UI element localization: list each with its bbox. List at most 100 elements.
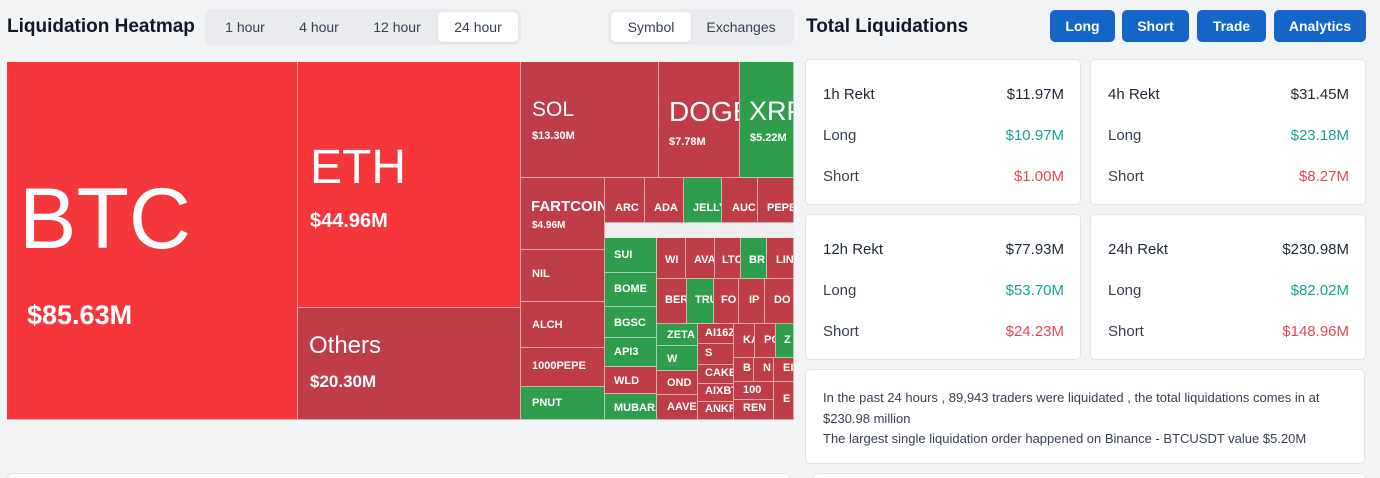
liquidation-heatmap: BTC $85.63M ETH $44.96M Others $20.30M SOL $13.… (7, 62, 794, 420)
heatmap-tile-eth[interactable]: ETH $44.96M (298, 62, 521, 308)
tile-value: $85.63M (27, 300, 133, 330)
heatmap-tile-fartcoin[interactable]: FARTCOIN $4.96M (521, 178, 605, 250)
short-button[interactable]: Short (1122, 10, 1189, 42)
tab-12-hour[interactable]: 12 hour (373, 19, 421, 35)
heatmap-tile-jelly[interactable]: JELLY (684, 178, 722, 223)
view-selector: Symbol Exchanges (608, 9, 794, 45)
heatmap-tile-ada[interactable]: ADA (645, 178, 684, 223)
heatmap-tile-do[interactable]: DO (765, 279, 794, 324)
rekt-card-4h: 4h Rekt $31.45M Long $23.18M Short $8.27M (1090, 59, 1366, 205)
heatmap-tile-sui[interactable]: SUI (605, 238, 657, 273)
tile-symbol: DOGE (669, 96, 739, 127)
tab-symbol[interactable]: Symbol (611, 12, 691, 42)
heatmap-tile-1000pepe[interactable]: 1000PEPE (521, 348, 605, 387)
heatmap-tile-btc[interactable]: BTC $85.63M (7, 62, 298, 420)
tile-symbol: ALCH (532, 319, 563, 331)
analytics-button[interactable]: Analytics (1274, 10, 1366, 42)
tile-symbol: API3 (614, 346, 639, 358)
tile-symbol: S (705, 347, 713, 359)
heatmap-tile-lin[interactable]: LIN (767, 238, 794, 279)
heatmap-tile-doge[interactable]: DOGE $7.78M (659, 62, 740, 178)
heatmap-tile-mubara[interactable]: MUBARA (605, 394, 657, 420)
long-label: Long (1108, 282, 1142, 299)
heatmap-tile-pnut[interactable]: PNUT (521, 387, 605, 420)
tile-value: $7.78M (669, 136, 706, 148)
heatmap-tile-sol[interactable]: SOL $13.30M (521, 62, 659, 178)
heatmap-tile-z[interactable]: Z (776, 324, 794, 358)
rekt-card-12h: 12h Rekt $77.93M Long $53.70M Short $24.23M (805, 214, 1081, 360)
tile-symbol: CAKE (705, 367, 734, 379)
tile-symbol: WI (665, 254, 679, 266)
heatmap-tile-ren[interactable]: REN (734, 400, 774, 420)
heatmap-tile-fo[interactable]: FO (714, 279, 739, 324)
short-value: $148.96M (1282, 323, 1349, 340)
heatmap-tile-tru[interactable]: TRU (687, 279, 714, 324)
heatmap-tile-ond[interactable]: OND (657, 371, 698, 395)
heatmap-tile-100[interactable]: 100 (734, 382, 774, 400)
total-value: $230.98M (1282, 241, 1349, 258)
tile-symbol: DO (774, 294, 791, 306)
tab-24-hour[interactable]: 24 hour (438, 12, 518, 42)
tile-symbol: ETH (310, 141, 406, 194)
heatmap-tile-cake[interactable]: CAKE (698, 365, 734, 384)
heatmap-tile-zeta[interactable]: ZETA (657, 324, 698, 346)
tile-value: $4.96M (532, 220, 566, 231)
heatmap-tile-n[interactable]: N (754, 358, 774, 382)
long-label: Long (1108, 127, 1142, 144)
heatmap-tile-auc[interactable]: AUC (722, 178, 758, 223)
heatmap-tile-b[interactable]: B (734, 358, 754, 382)
tile-symbol: PNUT (532, 397, 562, 409)
heatmap-tile-ava[interactable]: AVA (686, 238, 715, 279)
liquidation-summary: In the past 24 hours , 89,943 traders we… (805, 369, 1365, 464)
total-liquidations-title: Total Liquidations (806, 16, 969, 37)
tile-value: $13.30M (532, 130, 575, 142)
long-value: $53.70M (1005, 282, 1064, 299)
heatmap-tile-w[interactable]: W (657, 346, 698, 371)
heatmap-tile-e[interactable]: E (774, 382, 794, 420)
tile-symbol: ARC (615, 202, 639, 214)
tile-value: $44.96M (310, 210, 388, 232)
trade-button[interactable]: Trade (1197, 10, 1266, 42)
tile-symbol: KA (743, 334, 754, 346)
heatmap-tile-ankr[interactable]: ANKR (698, 402, 734, 420)
tile-symbol: AI16Z (705, 327, 734, 339)
heatmap-tile-ltc[interactable]: LTC (715, 238, 741, 279)
heatmap-tile-alch[interactable]: ALCH (521, 302, 605, 348)
tab-exchanges[interactable]: Exchanges (706, 19, 776, 35)
next-panel-right (813, 473, 1366, 478)
heatmap-tile-wi[interactable]: WI (657, 238, 686, 279)
heatmap-tile-bgsc[interactable]: BGSC (605, 307, 657, 338)
heatmap-tile-others[interactable]: Others $20.30M (298, 308, 521, 420)
tile-symbol: SUI (614, 249, 633, 261)
heatmap-tile-aave[interactable]: AAVE (657, 395, 698, 420)
tile-symbol: JELLY (693, 202, 721, 214)
tile-symbol: EI (783, 362, 794, 374)
tile-symbol: OND (667, 377, 692, 389)
heatmap-tile-pepe[interactable]: PEPE (758, 178, 794, 223)
tab-1-hour[interactable]: 1 hour (225, 19, 265, 35)
heatmap-tile-pc[interactable]: PC (755, 324, 776, 358)
heatmap-tile-ei[interactable]: EI (774, 358, 794, 382)
heatmap-tile-api3[interactable]: API3 (605, 338, 657, 367)
heatmap-tile-ip[interactable]: IP (739, 279, 765, 324)
long-label: Long (823, 127, 857, 144)
heatmap-tile-nil[interactable]: NIL (521, 250, 605, 302)
short-label: Short (1108, 323, 1144, 340)
heatmap-tile-ai16z[interactable]: AI16Z (698, 324, 734, 344)
heatmap-tile-xrp[interactable]: XRP $5.22M (740, 62, 794, 178)
heatmap-tile-ka[interactable]: KA (734, 324, 755, 358)
heatmap-tile-br[interactable]: BR (741, 238, 767, 279)
long-label: Long (823, 282, 857, 299)
heatmap-tile-bome[interactable]: BOME (605, 273, 657, 307)
tile-symbol: W (667, 353, 678, 365)
tab-4-hour[interactable]: 4 hour (299, 19, 339, 35)
heatmap-tile-ber[interactable]: BER (657, 279, 687, 324)
tile-symbol: N (763, 362, 771, 374)
short-value: $8.27M (1298, 168, 1349, 185)
long-button[interactable]: Long (1050, 10, 1115, 42)
heatmap-tile-s[interactable]: S (698, 344, 734, 365)
heatmap-tile-aixbt[interactable]: AIXBT (698, 384, 734, 402)
short-value: $24.23M (1005, 323, 1064, 340)
heatmap-tile-arc[interactable]: ARC (605, 178, 645, 223)
heatmap-tile-wld[interactable]: WLD (605, 367, 657, 394)
